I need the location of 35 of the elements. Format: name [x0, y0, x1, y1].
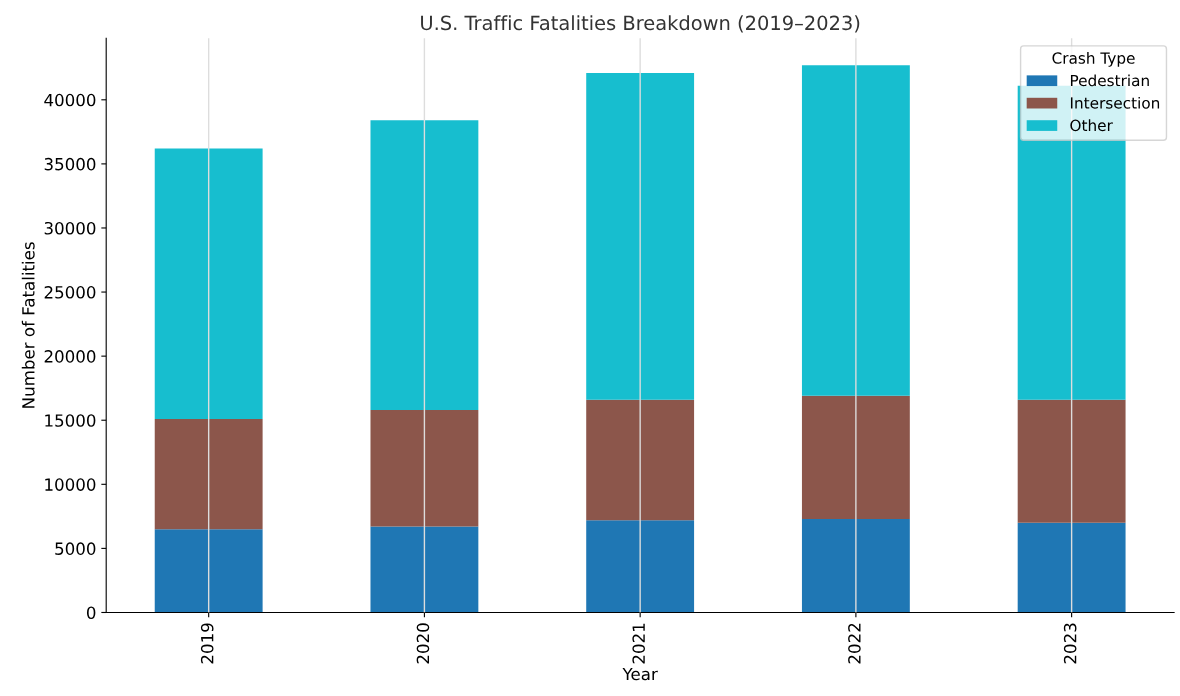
bar — [370, 120, 479, 410]
legend-label: Intersection — [1070, 96, 1160, 109]
x-tick-label: 2019 — [200, 623, 214, 664]
y-tick-label: 25000 — [44, 286, 96, 299]
bar — [370, 526, 479, 613]
y-tick-label: 35000 — [44, 157, 96, 171]
x-tick-label: 2021 — [632, 623, 645, 664]
bar — [801, 65, 910, 396]
legend-label: Pedestrian — [1070, 74, 1149, 87]
bar — [586, 399, 695, 521]
bar — [1017, 399, 1126, 523]
bar — [586, 520, 695, 613]
bar — [1017, 522, 1126, 613]
bar — [154, 418, 263, 530]
y-axis-title: Number of Fatalities — [21, 242, 35, 408]
bar — [586, 72, 695, 400]
legend-label: Other — [1070, 119, 1113, 132]
y-tick-label: 40000 — [44, 93, 96, 107]
bar — [154, 529, 263, 613]
y-tick-label: 15000 — [45, 414, 96, 427]
x-tick-label: 2020 — [416, 623, 430, 664]
y-tick-label: 10000 — [45, 478, 96, 491]
y-tick-label: 0 — [86, 606, 96, 620]
bar — [801, 395, 910, 519]
bar — [801, 518, 910, 613]
x-tick-label: 2023 — [1063, 623, 1077, 664]
y-tick-label: 20000 — [44, 350, 96, 363]
bar — [370, 409, 479, 527]
y-tick-label: 30000 — [44, 221, 96, 235]
y-tick-label: 5000 — [55, 542, 96, 555]
bar — [154, 148, 263, 419]
x-axis-title: Year — [622, 667, 658, 681]
x-tick-label: 2022 — [848, 623, 861, 664]
chart-title: U.S. Traffic Fatalities Breakdown (2019–2023) — [421, 15, 860, 33]
legend-title: Crash Type — [1052, 52, 1135, 67]
